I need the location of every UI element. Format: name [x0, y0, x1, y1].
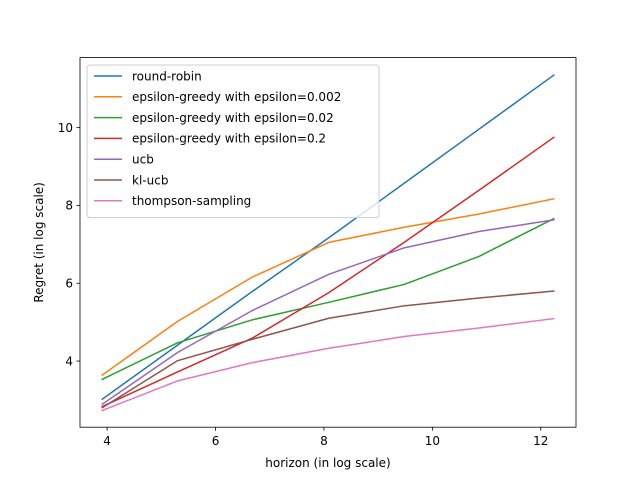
- x-tick-label: 12: [533, 434, 548, 448]
- x-tick-label: 8: [320, 434, 328, 448]
- series-line-1: [101, 197, 555, 377]
- x-axis-ticks: 4 6 8 10 12: [103, 427, 548, 448]
- x-tick-label: 4: [103, 434, 111, 448]
- legend-box: [86, 64, 380, 219]
- y-axis-ticks: 4 6 8 10: [58, 121, 80, 368]
- series-line-4: [101, 218, 555, 406]
- axes-frame: [79, 57, 577, 428]
- legend-label: epsilon-greedy with epsilon=0.02: [132, 111, 334, 125]
- y-tick-label: 10: [58, 121, 73, 135]
- series-line-0: [101, 74, 555, 401]
- y-tick-label: 6: [65, 277, 73, 291]
- x-axis-label: horizon (in log scale): [265, 456, 390, 470]
- legend-label: thompson-sampling: [132, 194, 251, 208]
- series-line-2: [101, 217, 555, 381]
- legend-label: ucb: [132, 153, 154, 167]
- y-axis-label: Regret (in log scale): [32, 182, 46, 303]
- legend-label: round-robin: [132, 69, 202, 83]
- legend-label: kl-ucb: [132, 173, 168, 187]
- legend-label: epsilon-greedy with epsilon=0.2: [132, 132, 326, 146]
- series-line-6: [101, 317, 555, 412]
- series-layer: [101, 74, 555, 412]
- x-tick-label: 10: [425, 434, 440, 448]
- legend-label: epsilon-greedy with epsilon=0.002: [132, 90, 341, 104]
- series-line-3: [101, 136, 555, 408]
- x-tick-label: 6: [212, 434, 220, 448]
- y-tick-label: 4: [65, 354, 73, 368]
- series-line-5: [101, 290, 555, 409]
- y-tick-label: 8: [65, 199, 73, 213]
- legend: round-robin epsilon-greedy with epsilon=0…: [86, 64, 380, 219]
